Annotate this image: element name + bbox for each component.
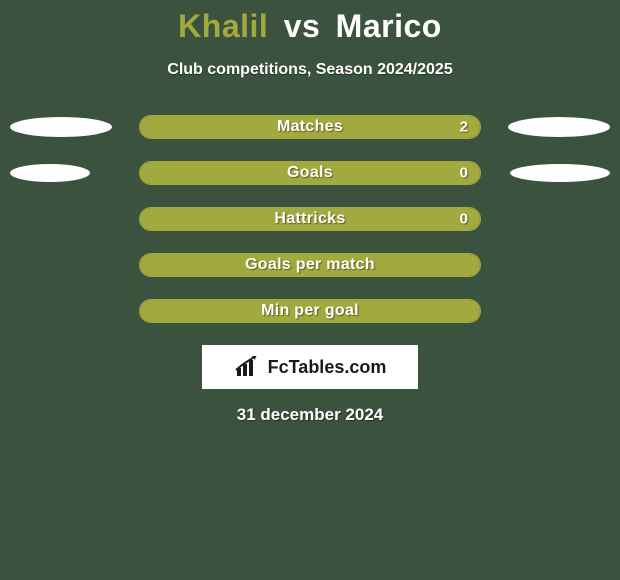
right-ellipse [508,117,610,137]
stat-label: Hattricks [140,210,480,228]
stat-label: Goals [140,164,480,182]
player2-name: Marico [336,8,442,44]
left-ellipse [10,164,90,182]
stat-row: Min per goal [0,299,620,323]
player1-name: Khalil [178,8,268,44]
right-ellipse [510,164,610,182]
stat-bar: Goals0 [139,161,481,185]
stat-label: Min per goal [140,302,480,320]
stat-row: Goals0 [0,161,620,185]
logo-text: FcTables.com [268,357,387,378]
stat-bar: Goals per match [139,253,481,277]
stat-value: 0 [460,165,468,182]
page-title: Khalil vs Marico [0,0,620,45]
chart-icon [234,356,262,378]
stat-value: 0 [460,211,468,228]
infographic-root: Khalil vs Marico Club competitions, Seas… [0,0,620,425]
stat-value: 2 [460,119,468,136]
stat-row: Hattricks0 [0,207,620,231]
stat-label: Matches [140,118,480,136]
stat-bar: Min per goal [139,299,481,323]
stat-row: Matches2 [0,115,620,139]
logo-box: FcTables.com [202,345,418,389]
left-ellipse [10,117,112,137]
vs-label: vs [284,8,321,44]
stat-label: Goals per match [140,256,480,274]
subtitle: Club competitions, Season 2024/2025 [0,61,620,79]
stat-bar: Hattricks0 [139,207,481,231]
stat-row: Goals per match [0,253,620,277]
date-label: 31 december 2024 [0,405,620,425]
stat-bar: Matches2 [139,115,481,139]
stats-rows: Matches2Goals0Hattricks0Goals per matchM… [0,115,620,323]
